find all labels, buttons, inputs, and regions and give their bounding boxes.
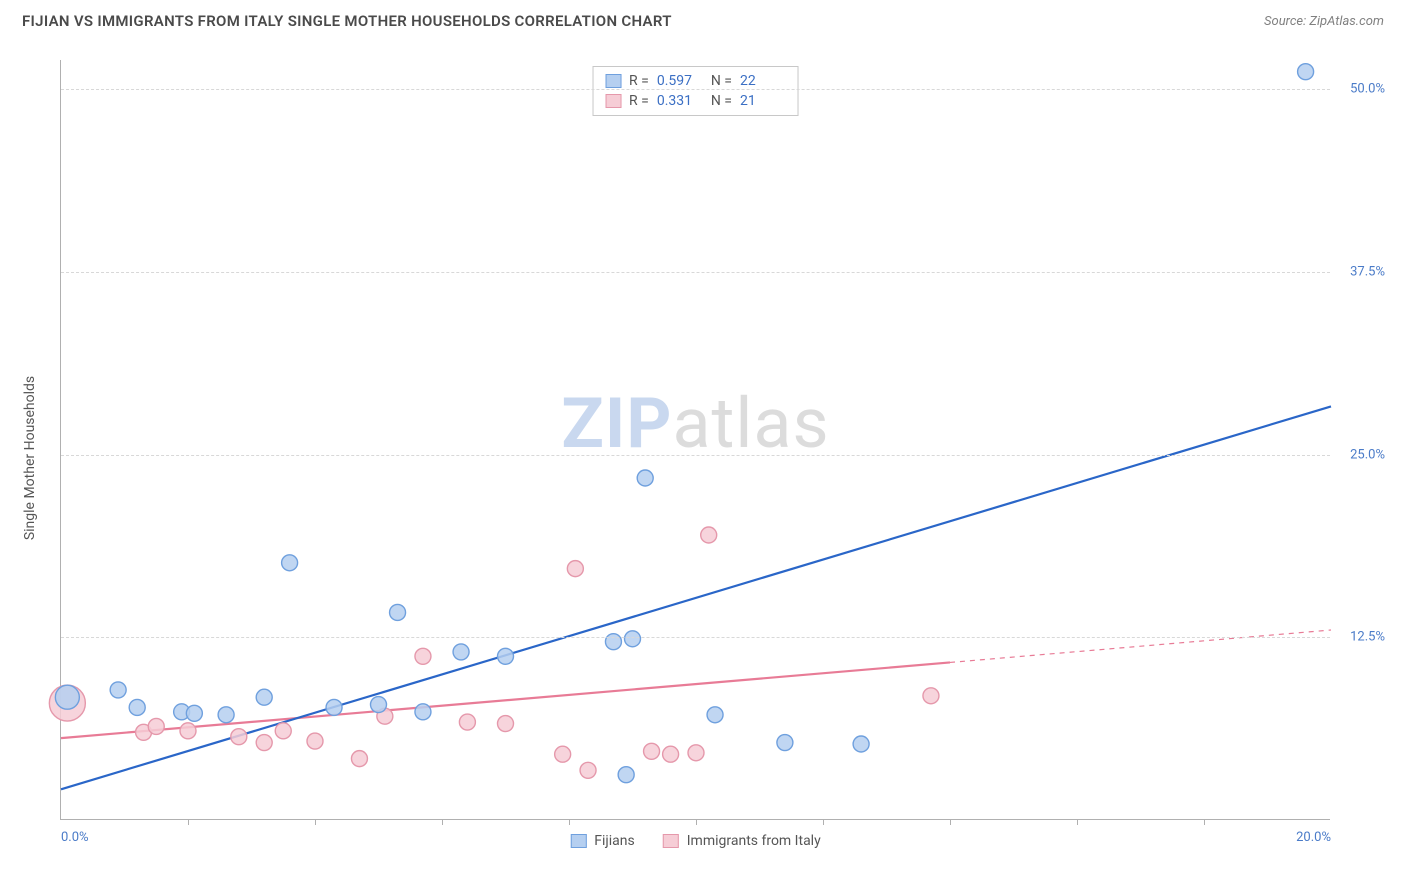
italy-point — [663, 746, 679, 762]
fijians-point — [853, 736, 869, 752]
y-tick-label: 25.0% — [1350, 447, 1385, 462]
legend: Fijians Immigrants from Italy — [570, 833, 820, 849]
fijians-point — [707, 707, 723, 723]
fijians-point — [777, 735, 793, 751]
x-tick-label: 0.0% — [61, 830, 89, 845]
fijians-regression-line — [61, 406, 1331, 789]
fijians-point — [218, 707, 234, 723]
fijians-point — [498, 648, 514, 664]
italy-point — [231, 729, 247, 745]
plot-area: ZIPatlas R =0.597N =22R =0.331N =21 Fiji… — [60, 60, 1330, 820]
x-tick — [696, 819, 697, 825]
grid-line — [61, 455, 1330, 456]
x-tick — [569, 819, 570, 825]
source-attribution: Source: ZipAtlas.com — [1264, 14, 1384, 29]
italy-point — [459, 714, 475, 730]
fijians-point — [371, 697, 387, 713]
x-tick — [1204, 819, 1205, 825]
title-bar: FIJIAN VS IMMIGRANTS FROM ITALY SINGLE M… — [0, 0, 1406, 38]
fijians-point — [186, 705, 202, 721]
italy-point — [644, 743, 660, 759]
italy-point — [567, 561, 583, 577]
fijians-point — [55, 685, 79, 709]
legend-item-fijians: Fijians — [570, 833, 634, 849]
italy-point — [555, 746, 571, 762]
italy-point — [275, 723, 291, 739]
x-tick — [315, 819, 316, 825]
chart-title: FIJIAN VS IMMIGRANTS FROM ITALY SINGLE M… — [22, 12, 672, 30]
stat-n-label: N = — [711, 73, 732, 89]
italy-regression-line-extrapolated — [950, 630, 1331, 662]
stat-r-label: R = — [629, 93, 649, 109]
fijians-point — [282, 555, 298, 571]
legend-item-italy: Immigrants from Italy — [663, 833, 821, 849]
italy-point — [688, 745, 704, 761]
grid-line — [61, 637, 1330, 638]
fijians-point — [326, 699, 342, 715]
fijians-point — [637, 470, 653, 486]
stats-row-fijians: R = 0.597 N = 22 — [605, 71, 786, 91]
y-tick-label: 12.5% — [1350, 630, 1385, 645]
fijians-point — [129, 699, 145, 715]
stat-n-label: N = — [711, 93, 732, 109]
y-tick-label: 37.5% — [1350, 264, 1385, 279]
fijians-legend-label: Fijians — [594, 833, 634, 849]
x-tick — [1077, 819, 1078, 825]
plot-svg — [61, 60, 1330, 819]
fijians-point — [256, 689, 272, 705]
italy-point — [148, 718, 164, 734]
italy-legend-swatch — [663, 834, 679, 848]
fijians-point — [390, 604, 406, 620]
fijians-point — [625, 631, 641, 647]
italy-point — [256, 735, 272, 751]
grid-line — [61, 89, 1330, 90]
y-tick-label: 50.0% — [1350, 82, 1385, 97]
italy-point — [307, 733, 323, 749]
italy-point — [701, 527, 717, 543]
fijians-legend-swatch — [570, 834, 586, 848]
y-axis-label: Single Mother Households — [22, 376, 38, 540]
x-tick-label: 20.0% — [1296, 830, 1331, 845]
x-tick — [950, 819, 951, 825]
italy-point — [415, 648, 431, 664]
fijians-swatch — [605, 74, 621, 88]
fijians-point — [110, 682, 126, 698]
italy-point — [923, 688, 939, 704]
stat-r-value: 0.331 — [657, 93, 703, 109]
fijians-point — [1298, 64, 1314, 80]
x-tick — [188, 819, 189, 825]
italy-point — [580, 762, 596, 778]
stat-n-value: 21 — [740, 93, 786, 109]
fijians-point — [618, 767, 634, 783]
correlation-stats-box: R = 0.597 N = 22 R = 0.331 N = 21 — [592, 66, 799, 116]
stats-row-italy: R = 0.331 N = 21 — [605, 91, 786, 111]
grid-line — [61, 272, 1330, 273]
stat-r-label: R = — [629, 73, 649, 89]
italy-swatch — [605, 94, 621, 108]
italy-point — [351, 751, 367, 767]
stat-r-value: 0.597 — [657, 73, 703, 89]
stat-n-value: 22 — [740, 73, 786, 89]
x-tick — [442, 819, 443, 825]
italy-point — [180, 723, 196, 739]
fijians-point — [453, 644, 469, 660]
italy-point — [498, 716, 514, 732]
fijians-point — [415, 704, 431, 720]
plot-container: Single Mother Households ZIPatlas R =0.5… — [50, 50, 1390, 850]
x-tick — [823, 819, 824, 825]
italy-legend-label: Immigrants from Italy — [687, 833, 821, 849]
fijians-point — [605, 634, 621, 650]
